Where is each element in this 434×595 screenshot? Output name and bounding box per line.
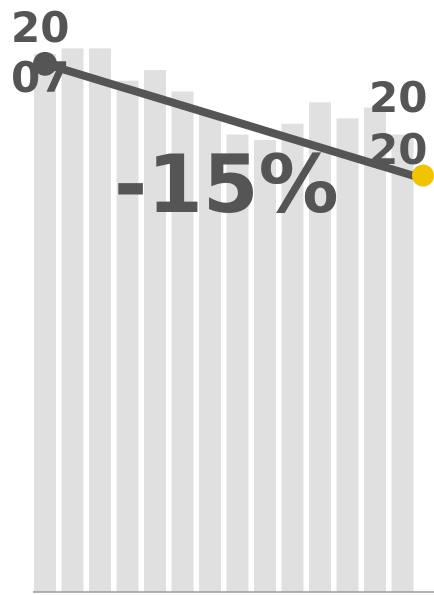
bar-2009 [89, 48, 111, 592]
bar-2015 [254, 139, 276, 592]
end-year-label-bottom: 20 [369, 125, 427, 174]
bar-2019 [364, 107, 386, 592]
bar-2013 [199, 113, 221, 592]
bar-2014 [226, 134, 249, 592]
end-year-label-top: 20 [369, 73, 427, 122]
bar-2010 [116, 80, 139, 592]
bar-2020 [391, 134, 414, 592]
bars-group [34, 48, 414, 593]
bar-2012 [171, 91, 194, 592]
bar-2007 [34, 53, 56, 593]
bar-2011 [144, 70, 166, 592]
percent-change-label: -15% [114, 138, 339, 231]
start-year-label-bottom: 07 [11, 53, 69, 102]
bar-2018 [336, 118, 359, 593]
bar-2017 [309, 102, 331, 593]
trend-line [41, 59, 430, 184]
trend-end-marker [412, 164, 434, 187]
trend-start-marker [33, 51, 57, 76]
start-year-label-top: 20 [11, 3, 69, 52]
bar-2008 [61, 48, 84, 592]
bar-2016 [281, 123, 304, 593]
